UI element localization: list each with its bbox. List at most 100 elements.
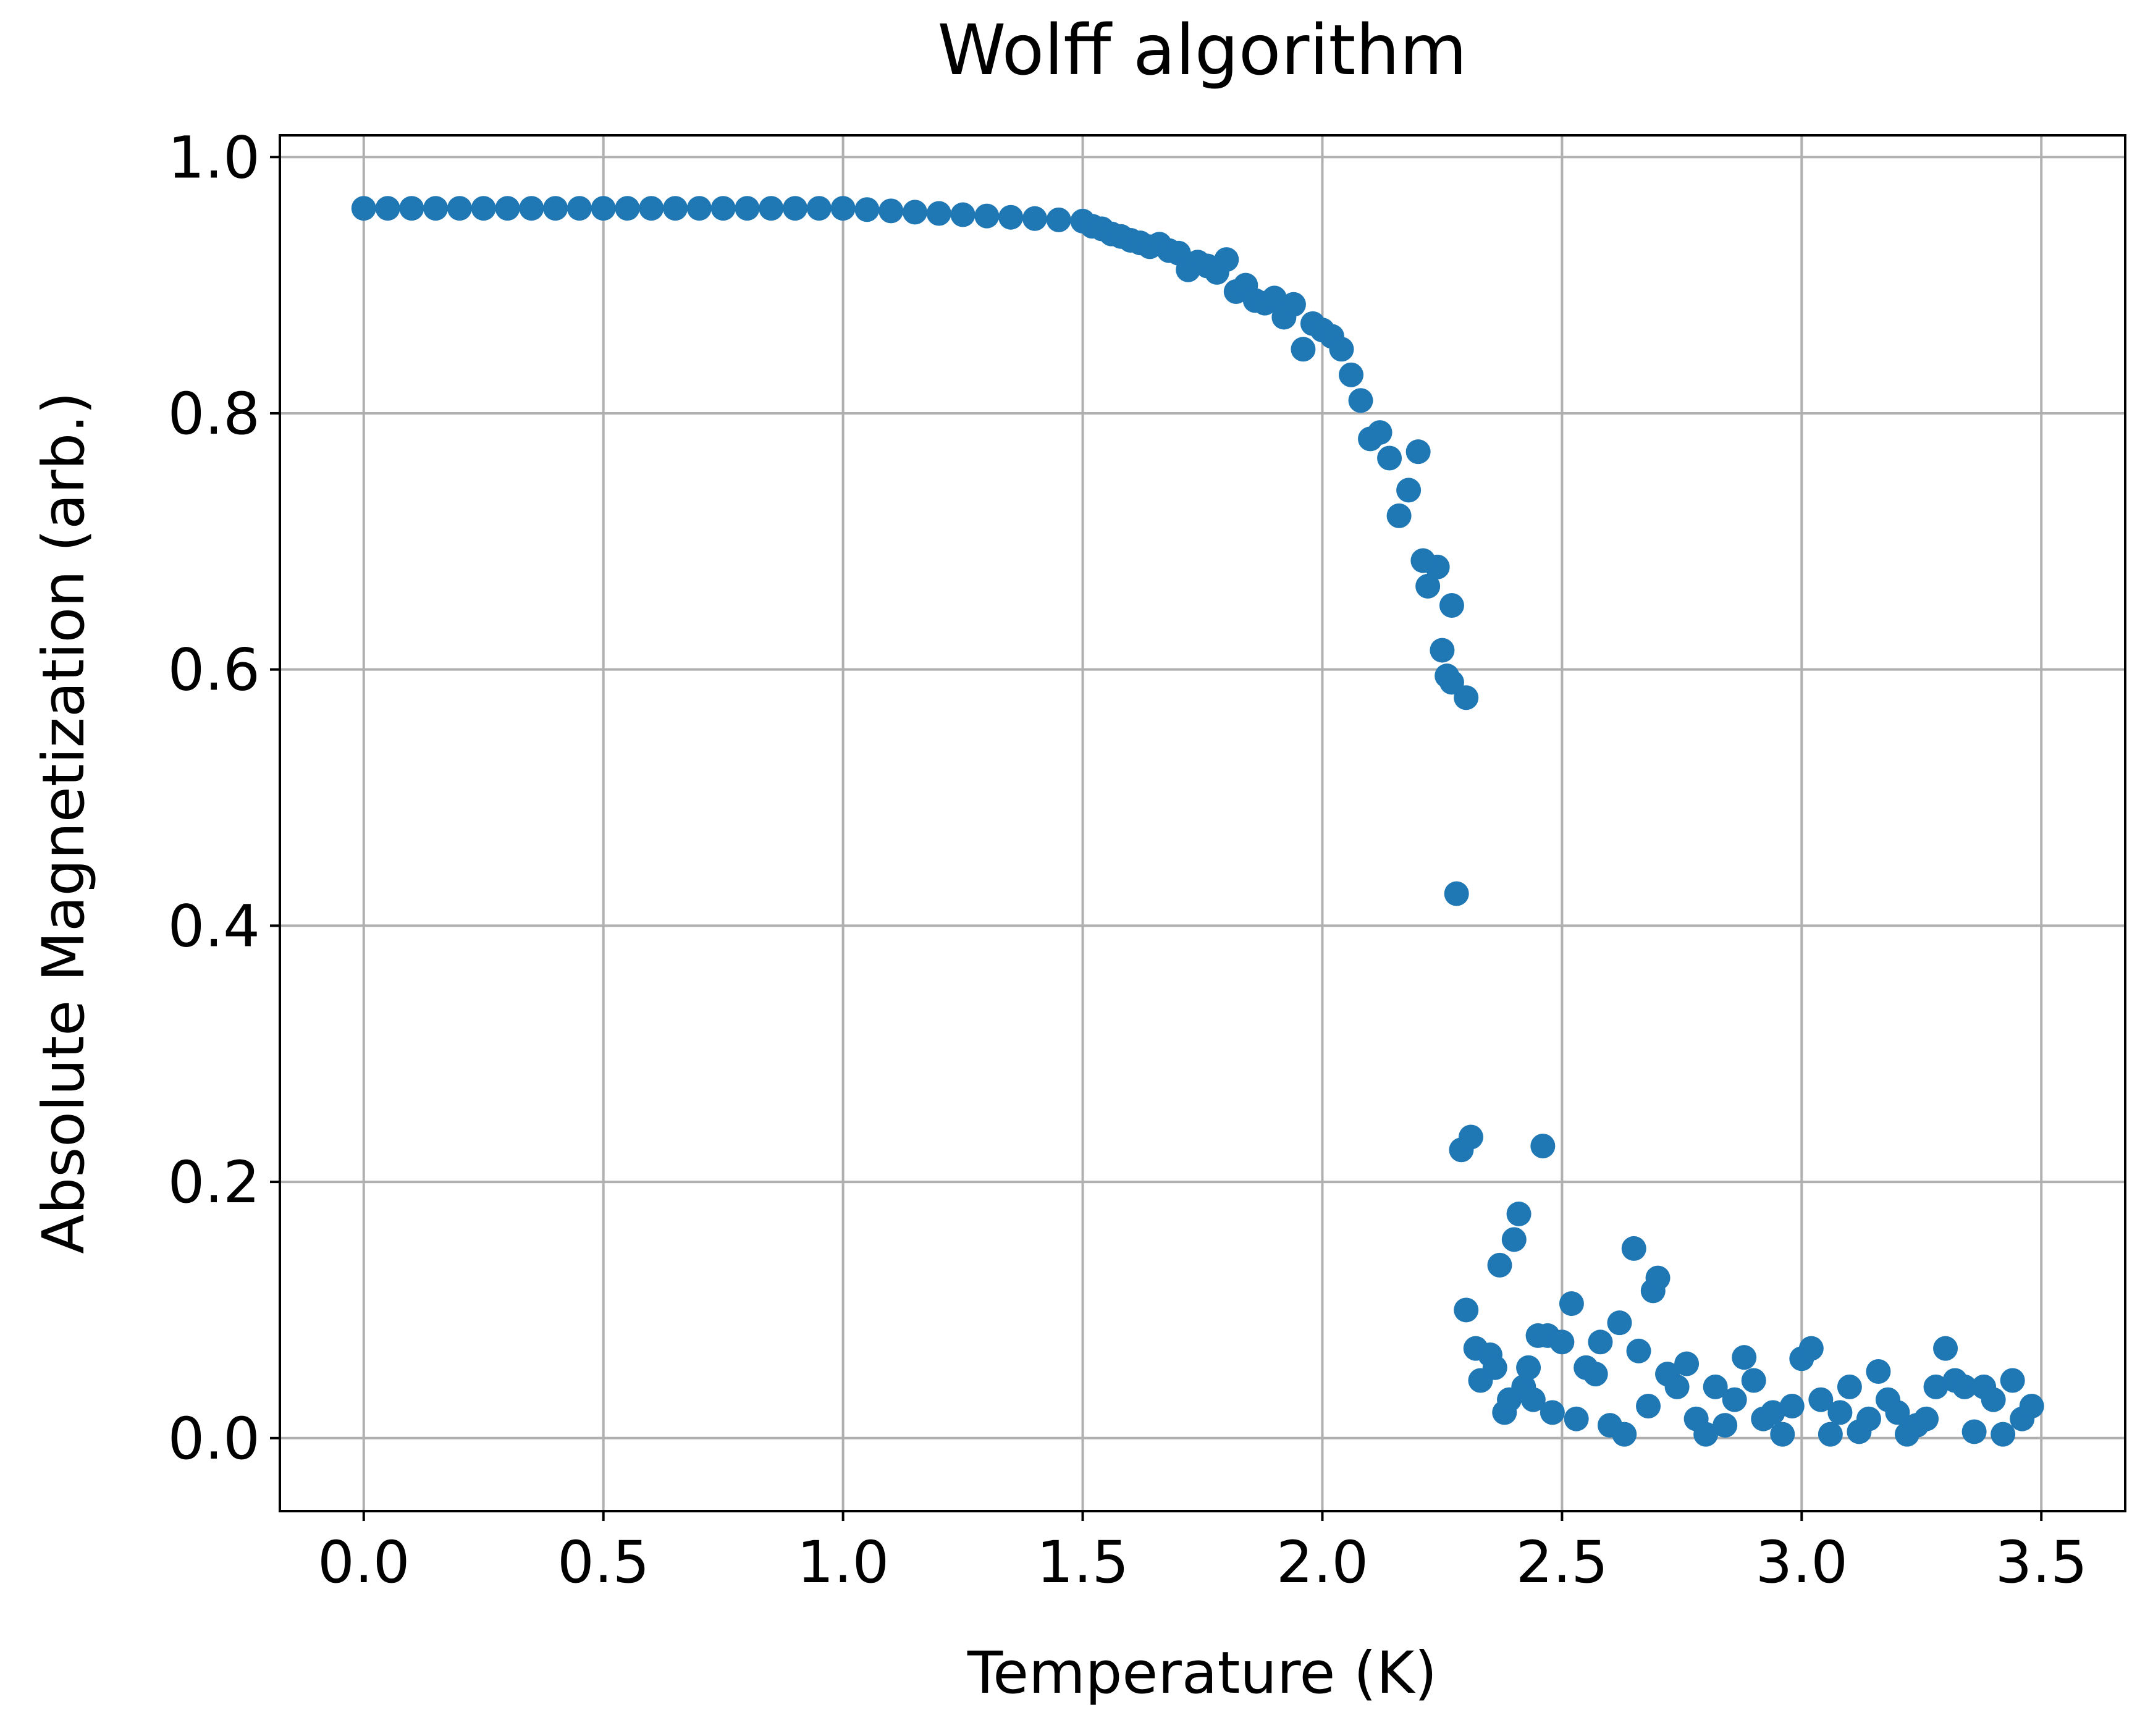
point [1439,592,1464,618]
point [1415,573,1441,599]
point [902,200,927,225]
point [1540,1400,1565,1425]
point [1981,1387,2006,1412]
point [1923,1374,1949,1399]
point [1291,337,1316,362]
point [1386,503,1412,528]
point [1837,1374,1862,1399]
point [1559,1291,1584,1317]
point [1779,1393,1805,1418]
point [1933,1336,1958,1361]
point [1396,478,1422,503]
point [854,197,880,222]
point [1516,1355,1541,1380]
point [1798,1336,1824,1361]
y-tick-label: 0.4 [168,893,261,960]
point [615,196,640,221]
point [591,196,616,221]
point [1262,285,1287,311]
y-tick-label: 0.8 [168,381,261,448]
point [1564,1406,1589,1431]
point [1607,1310,1632,1336]
point [1626,1338,1651,1363]
x-tick-label: 1.5 [1037,1529,1129,1596]
point [950,202,975,227]
point [1214,247,1239,272]
point [926,201,951,226]
point [710,196,736,221]
point [1741,1368,1766,1393]
point [1645,1265,1671,1291]
point [1866,1359,1891,1384]
point [447,196,472,221]
point [1339,362,1364,387]
point [1430,638,1455,663]
y-tick-label: 0.2 [168,1149,261,1216]
point [1770,1422,1795,1447]
point [567,196,592,221]
point [759,196,784,221]
point [1818,1422,1843,1447]
point [471,196,496,221]
point [1760,1400,1785,1425]
point [1046,207,1071,232]
point [1914,1406,1939,1431]
x-tick-label: 0.0 [318,1529,410,1596]
point [519,196,544,221]
point [1367,420,1392,445]
point [686,196,712,221]
point [1693,1422,1719,1447]
point [1991,1422,2016,1447]
x-tick-label: 3.5 [1995,1529,2088,1596]
point [1348,388,1373,413]
plot-frame [279,134,2126,1512]
x-axis-label: Temperature (K) [967,1640,1437,1707]
point [1636,1393,1661,1418]
y-tick-label: 0.6 [168,637,261,704]
point [2000,1368,2025,1393]
point [1549,1329,1575,1355]
point [878,198,904,224]
point [1856,1406,1881,1431]
point [1588,1329,1613,1355]
point [1454,1297,1479,1323]
point [830,196,856,221]
x-tick-label: 2.5 [1516,1529,1609,1596]
chart-title: Wolff algorithm [937,11,1467,91]
point [1664,1374,1690,1399]
point [351,196,376,221]
point [543,196,568,221]
point [1458,1124,1483,1150]
point [1439,670,1464,695]
point [639,196,664,221]
x-tick-label: 2.0 [1276,1529,1369,1596]
x-tick-label: 1.0 [797,1529,890,1596]
point [783,196,808,221]
point [399,196,424,221]
point [1444,881,1469,906]
point [1501,1227,1527,1252]
point [375,196,400,221]
point [1961,1419,1987,1444]
point [1487,1252,1512,1278]
point [423,196,449,221]
point [495,196,520,221]
point [1713,1413,1738,1438]
point [1583,1362,1608,1387]
point [735,196,760,221]
point [1482,1355,1507,1380]
point [1410,548,1436,573]
point [1732,1345,1757,1370]
point [1621,1236,1646,1261]
y-tick-label: 1.0 [168,124,261,192]
point [974,203,1000,229]
y-tick-label: 0.0 [168,1405,261,1473]
point [1022,206,1047,231]
point [1808,1387,1834,1412]
point [1506,1201,1532,1226]
point [1827,1400,1853,1425]
point [1281,292,1306,317]
point [1674,1351,1700,1376]
x-tick-label: 0.5 [557,1529,650,1596]
